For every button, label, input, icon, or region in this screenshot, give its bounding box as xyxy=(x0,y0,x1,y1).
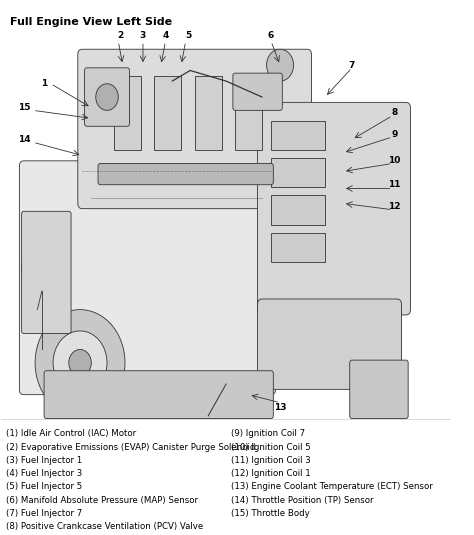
Text: (1) Idle Air Control (IAC) Motor: (1) Idle Air Control (IAC) Motor xyxy=(6,429,136,438)
Bar xyxy=(195,76,222,150)
Text: 15: 15 xyxy=(18,103,30,112)
Circle shape xyxy=(35,310,125,416)
Text: (14) Throttle Position (TP) Sensor: (14) Throttle Position (TP) Sensor xyxy=(231,495,373,505)
Text: (5) Fuel Injector 5: (5) Fuel Injector 5 xyxy=(6,483,82,491)
Text: 9: 9 xyxy=(392,130,398,139)
Text: 5: 5 xyxy=(185,32,191,41)
Circle shape xyxy=(69,349,91,376)
Circle shape xyxy=(22,243,62,291)
Text: 1: 1 xyxy=(41,79,47,88)
Circle shape xyxy=(266,49,293,81)
FancyBboxPatch shape xyxy=(78,49,311,209)
Text: 6: 6 xyxy=(268,32,274,41)
Text: (12) Ignition Coil 1: (12) Ignition Coil 1 xyxy=(231,469,310,478)
Bar xyxy=(271,121,325,150)
Circle shape xyxy=(53,331,107,395)
Text: (6) Manifold Absolute Pressure (MAP) Sensor: (6) Manifold Absolute Pressure (MAP) Sen… xyxy=(6,495,198,505)
Text: Full Engine View Left Side: Full Engine View Left Side xyxy=(10,17,173,27)
Bar xyxy=(271,195,325,225)
Circle shape xyxy=(32,285,61,319)
Text: 4: 4 xyxy=(162,32,169,41)
FancyBboxPatch shape xyxy=(233,73,283,110)
Bar xyxy=(271,233,325,262)
Text: (7) Fuel Injector 7: (7) Fuel Injector 7 xyxy=(6,509,82,518)
Bar xyxy=(271,158,325,187)
Bar xyxy=(154,76,181,150)
Bar xyxy=(235,76,262,150)
FancyBboxPatch shape xyxy=(19,161,275,395)
FancyBboxPatch shape xyxy=(257,299,401,389)
Text: 13: 13 xyxy=(274,403,286,412)
Text: 10: 10 xyxy=(389,156,401,165)
Text: (9) Ignition Coil 7: (9) Ignition Coil 7 xyxy=(231,429,305,438)
Bar xyxy=(114,76,141,150)
Text: 2: 2 xyxy=(118,32,124,41)
Text: 7: 7 xyxy=(349,60,355,70)
Text: 3: 3 xyxy=(140,32,146,41)
Text: (11) Ignition Coil 3: (11) Ignition Coil 3 xyxy=(231,456,310,465)
Text: 11: 11 xyxy=(388,180,401,189)
Text: (8) Positive Crankcase Ventilation (PCV) Valve: (8) Positive Crankcase Ventilation (PCV)… xyxy=(6,522,203,531)
Text: (10) Ignition Coil 5: (10) Ignition Coil 5 xyxy=(231,442,310,452)
Text: (3) Fuel Injector 1: (3) Fuel Injector 1 xyxy=(6,456,82,465)
Text: 14: 14 xyxy=(18,135,30,144)
Circle shape xyxy=(33,256,51,278)
FancyBboxPatch shape xyxy=(44,371,273,418)
FancyBboxPatch shape xyxy=(350,360,408,418)
Text: (2) Evaporative Emissions (EVAP) Canister Purge Solenoid: (2) Evaporative Emissions (EVAP) Caniste… xyxy=(6,442,255,452)
FancyBboxPatch shape xyxy=(84,68,129,126)
FancyBboxPatch shape xyxy=(257,102,410,315)
Text: 8: 8 xyxy=(392,109,398,118)
Circle shape xyxy=(96,84,118,110)
Text: (4) Fuel Injector 3: (4) Fuel Injector 3 xyxy=(6,469,82,478)
FancyBboxPatch shape xyxy=(22,211,71,333)
FancyBboxPatch shape xyxy=(98,164,273,185)
Text: 12: 12 xyxy=(388,202,401,210)
Text: (15) Throttle Body: (15) Throttle Body xyxy=(231,509,310,518)
Text: (13) Engine Coolant Temperature (ECT) Sensor: (13) Engine Coolant Temperature (ECT) Se… xyxy=(231,483,432,491)
